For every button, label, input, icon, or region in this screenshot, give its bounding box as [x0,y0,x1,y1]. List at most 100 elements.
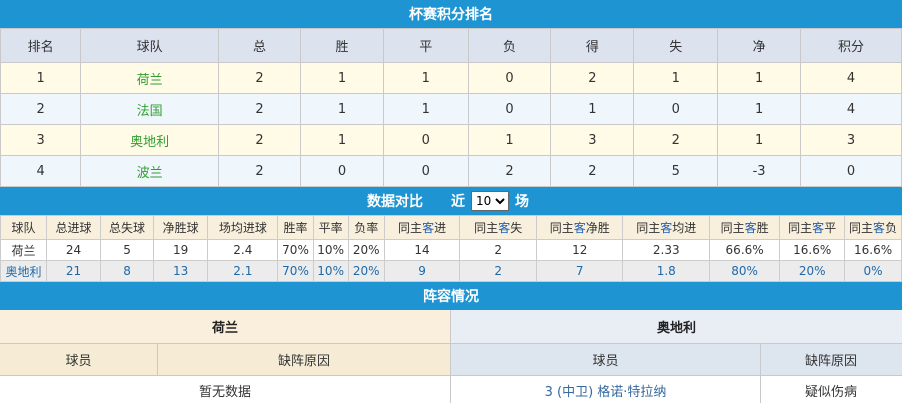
comparison-title-bar: 数据对比 近 10 场 [0,187,902,215]
header-cell: 同主客进 [383,215,461,240]
cell: 20% [779,260,846,282]
header-cell: 平 [382,28,469,63]
cell: 2.4 [207,239,279,261]
cell: 0 [382,124,469,156]
rank-cell: 4 [0,155,82,187]
cell: 10% [312,260,349,282]
cell: 9 [383,260,461,282]
away-toggle[interactable]: 客 [498,221,511,235]
player-header: 球员 [0,344,158,375]
away-toggle[interactable]: 客 [660,221,673,235]
away-subheader-row: 球员 缺阵原因 [451,344,902,376]
team-cell: 法国 [80,93,220,125]
table-row: 2 法国 2 1 1 0 1 0 1 4 [0,93,902,125]
standings-title-bar: 杯赛积分排名 [0,0,902,28]
cell: 2 [218,93,302,125]
home-absence-row: 暂无数据 [0,376,450,403]
cell: -3 [717,155,802,187]
cell: 2 [459,239,537,261]
team-cell: 奥地利 [80,124,220,156]
cell: 0 [382,155,469,187]
header-cell: 场均进球 [207,215,279,240]
away-toggle[interactable]: 客 [573,221,586,235]
header-cell: 负率 [347,215,385,240]
team-link[interactable]: 波兰 [136,165,163,181]
cell: 66.6% [708,239,781,261]
cell: 1 [300,124,384,156]
team-link[interactable]: 奥地利 [130,134,170,150]
cell: 24 [45,239,101,261]
header-cell: 净 [717,28,802,63]
home-team-name: 荷兰 [0,310,450,344]
header-cell: 同主客失 [459,215,537,240]
table-row: 4 波兰 2 0 0 2 2 5 -3 0 [0,155,902,187]
player-link[interactable]: 3 (中卫) 格诺·特拉纳 [544,384,667,400]
cell: 1 [300,62,384,94]
cell: 0% [844,260,902,282]
team-cell: 波兰 [80,155,220,187]
away-toggle[interactable]: 客 [873,221,886,235]
header-cell: 同主客平 [779,215,846,240]
team-cell: 奥地利 [0,260,47,282]
cell: 5 [99,239,155,261]
away-toggle[interactable]: 客 [422,221,435,235]
cell: 4 [800,93,902,125]
comparison-row: 荷兰 24 5 19 2.4 70% 10% 20% 14 2 12 2.33 … [0,239,902,261]
cell: 7 [535,260,624,282]
cell: 1 [467,124,552,156]
cell: 5 [633,155,719,187]
cell: 16.6% [844,239,902,261]
cell: 1 [717,124,802,156]
cell: 1 [550,93,635,125]
header-cell: 同主客均进 [622,215,710,240]
header-cell: 失 [633,28,719,63]
away-toggle[interactable]: 客 [744,221,757,235]
header-cell: 净胜球 [153,215,209,240]
cell: 70% [277,260,314,282]
header-cell: 平率 [312,215,349,240]
cell: 10% [312,239,349,261]
comparison-title: 数据对比 [367,194,423,210]
cell: 1 [717,93,802,125]
cell: 1.8 [622,260,710,282]
cell: 0 [467,62,552,94]
cell: 16.6% [779,239,846,261]
header-cell: 胜率 [277,215,314,240]
team-link[interactable]: 法国 [136,103,163,119]
header-cell: 排名 [0,28,82,63]
standings-table: 排名 球队 总 胜 平 负 得 失 净 积分 1 荷兰 2 1 1 0 2 1 [0,28,902,187]
home-subheader-row: 球员 缺阵原因 [0,344,450,376]
away-toggle[interactable]: 客 [812,221,825,235]
comparison-header-row: 球队 总进球 总失球 净胜球 场均进球 胜率 平率 负率 同主客进 同主客失 同… [0,215,902,240]
table-row: 1 荷兰 2 1 1 0 2 1 1 4 [0,62,902,94]
cell: 2.33 [622,239,710,261]
team-link[interactable]: 荷兰 [136,72,163,88]
header-cell: 得 [550,28,635,63]
player-cell: 3 (中卫) 格诺·特拉纳 [451,376,761,403]
header-cell: 同主客负 [844,215,902,240]
cell: 1 [382,62,469,94]
header-cell: 负 [467,28,552,63]
lineup-section: 荷兰 球员 缺阵原因 暂无数据 奥地利 球员 缺阵原因 3 (中卫) 格诺·特拉… [0,310,902,403]
cell: 14 [383,239,461,261]
cell: 1 [300,93,384,125]
standings-title: 杯赛积分排名 [409,7,493,23]
cell: 2 [550,155,635,187]
cell: 1 [717,62,802,94]
comparison-row: 奥地利 21 8 13 2.1 70% 10% 20% 9 2 7 1.8 80… [0,260,902,282]
absence-reason-header: 缺阵原因 [804,354,857,369]
cell: 2 [633,124,719,156]
cell: 2 [467,155,552,187]
comparison-table: 球队 总进球 总失球 净胜球 场均进球 胜率 平率 负率 同主客进 同主客失 同… [0,215,902,282]
header-cell: 胜 [300,28,384,63]
header-cell: 总失球 [99,215,155,240]
recent-matches-select[interactable]: 10 [471,191,509,211]
near-label: 近 [451,194,465,210]
lineup-away-panel: 奥地利 球员 缺阵原因 3 (中卫) 格诺·特拉纳 疑似伤病 [451,310,902,403]
cell: 1 [382,93,469,125]
header-cell: 同主客净胜 [535,215,624,240]
lineup-home-panel: 荷兰 球员 缺阵原因 暂无数据 [0,310,451,403]
table-row: 3 奥地利 2 1 0 1 3 2 1 3 [0,124,902,156]
matches-label: 场 [515,194,529,210]
